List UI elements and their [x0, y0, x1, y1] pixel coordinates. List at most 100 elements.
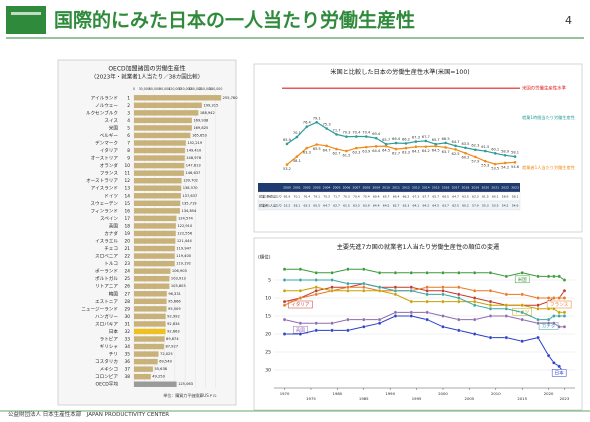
table-year: 2009: [372, 186, 380, 190]
rank-label: 20: [125, 239, 131, 245]
point: [330, 278, 334, 282]
point: [282, 299, 287, 304]
point: [557, 310, 561, 315]
category-label: オランダ: [100, 162, 119, 169]
rank-label: 5: [127, 125, 130, 131]
point: [346, 281, 350, 286]
table-cell: 55.3: [482, 204, 489, 208]
data-label: 67.3: [412, 136, 420, 140]
point: [364, 145, 368, 149]
rank-label: 26: [125, 284, 131, 290]
point: [295, 155, 299, 158]
point: [472, 299, 477, 304]
rank-label: 34: [125, 344, 131, 350]
value-label: 169,825: [193, 126, 208, 130]
series-line: [286, 121, 516, 158]
point: [355, 135, 358, 138]
category-label: 英国: [109, 222, 119, 229]
value-label: 119,192: [176, 262, 191, 266]
bar: [134, 328, 166, 335]
point: [425, 310, 429, 315]
x-tick-label: 60,000: [149, 87, 160, 91]
point: [457, 271, 461, 275]
bar: [134, 358, 158, 365]
footer: 公益財団法人 日本生産性本部 JAPAN PRODUCTIVITY CENTER: [8, 410, 169, 418]
category-label: 韓国: [109, 290, 119, 297]
value-label: 92,834: [167, 322, 180, 326]
x-tick-label: 2000: [438, 391, 448, 396]
point: [394, 141, 398, 145]
point: [409, 299, 414, 304]
point: [330, 321, 334, 325]
point: [315, 143, 319, 146]
x-tick-label: 1980: [333, 391, 343, 396]
table-cell: 63.5: [462, 195, 469, 199]
point: [393, 314, 398, 318]
table-row: [257, 200, 521, 211]
table-year: 2016: [442, 186, 450, 190]
table-cell: 63.7: [442, 204, 449, 208]
point: [457, 299, 461, 304]
point: [434, 142, 438, 146]
point: [513, 155, 517, 158]
point: [325, 144, 328, 148]
point: [454, 144, 457, 148]
point: [346, 267, 350, 271]
rank-label: 2: [127, 103, 130, 109]
rank-label: 13: [125, 186, 131, 192]
bar: [134, 313, 166, 320]
table-cell: 66.2: [403, 195, 410, 199]
point: [536, 274, 540, 279]
data-label: 64.2: [422, 149, 430, 153]
rank-label: 4: [127, 118, 130, 124]
table-year: 2021: [491, 186, 499, 190]
point: [425, 289, 429, 293]
rank-label: 24: [125, 269, 131, 275]
point: [374, 136, 378, 140]
rank-label: 27: [125, 291, 131, 297]
point: [425, 271, 429, 275]
table-cell: 61.5: [482, 195, 489, 199]
point: [425, 285, 429, 289]
point: [404, 146, 408, 150]
value-label: 122,556: [177, 231, 193, 235]
table-year: 2022: [501, 186, 509, 190]
table-cell: 62.7: [393, 204, 400, 208]
point: [441, 299, 445, 304]
table-year: 2017: [452, 186, 460, 190]
point: [504, 314, 509, 318]
category-label: スペイン: [100, 216, 118, 222]
bar: [134, 110, 199, 116]
point: [464, 146, 467, 150]
x-tick-label: 1970: [280, 391, 290, 396]
rank-label: 15: [125, 201, 131, 207]
x-tick-label: 210,000: [199, 87, 212, 91]
point: [298, 267, 303, 271]
table-cell: 71.7: [333, 195, 340, 199]
bar: [134, 283, 170, 289]
point: [409, 271, 414, 275]
rank-label: 37: [125, 367, 131, 373]
point: [282, 303, 287, 307]
rank-label: 11: [125, 171, 131, 177]
point: [472, 296, 477, 300]
table-cell: 53.2: [284, 204, 291, 208]
x-tick-label: 1975: [306, 396, 316, 401]
table-cell: 64.1: [413, 204, 420, 208]
point: [457, 317, 461, 322]
point: [444, 141, 447, 145]
data-label: 62.5: [452, 152, 460, 156]
data-label: 66.4: [392, 137, 401, 141]
x-tick-label: 1995: [412, 396, 422, 401]
point: [441, 325, 445, 329]
value-label: 95,666: [168, 299, 181, 303]
point: [472, 289, 477, 293]
logo: [6, 6, 46, 34]
point: [377, 271, 382, 275]
point: [409, 314, 414, 318]
data-label: 62.7: [392, 152, 400, 156]
table-cell: 70.1: [294, 195, 301, 199]
chart-title: OECD加盟諸国の労働生産性: [108, 65, 185, 73]
x-tick-label: 150,000: [179, 87, 192, 91]
point: [536, 307, 540, 311]
